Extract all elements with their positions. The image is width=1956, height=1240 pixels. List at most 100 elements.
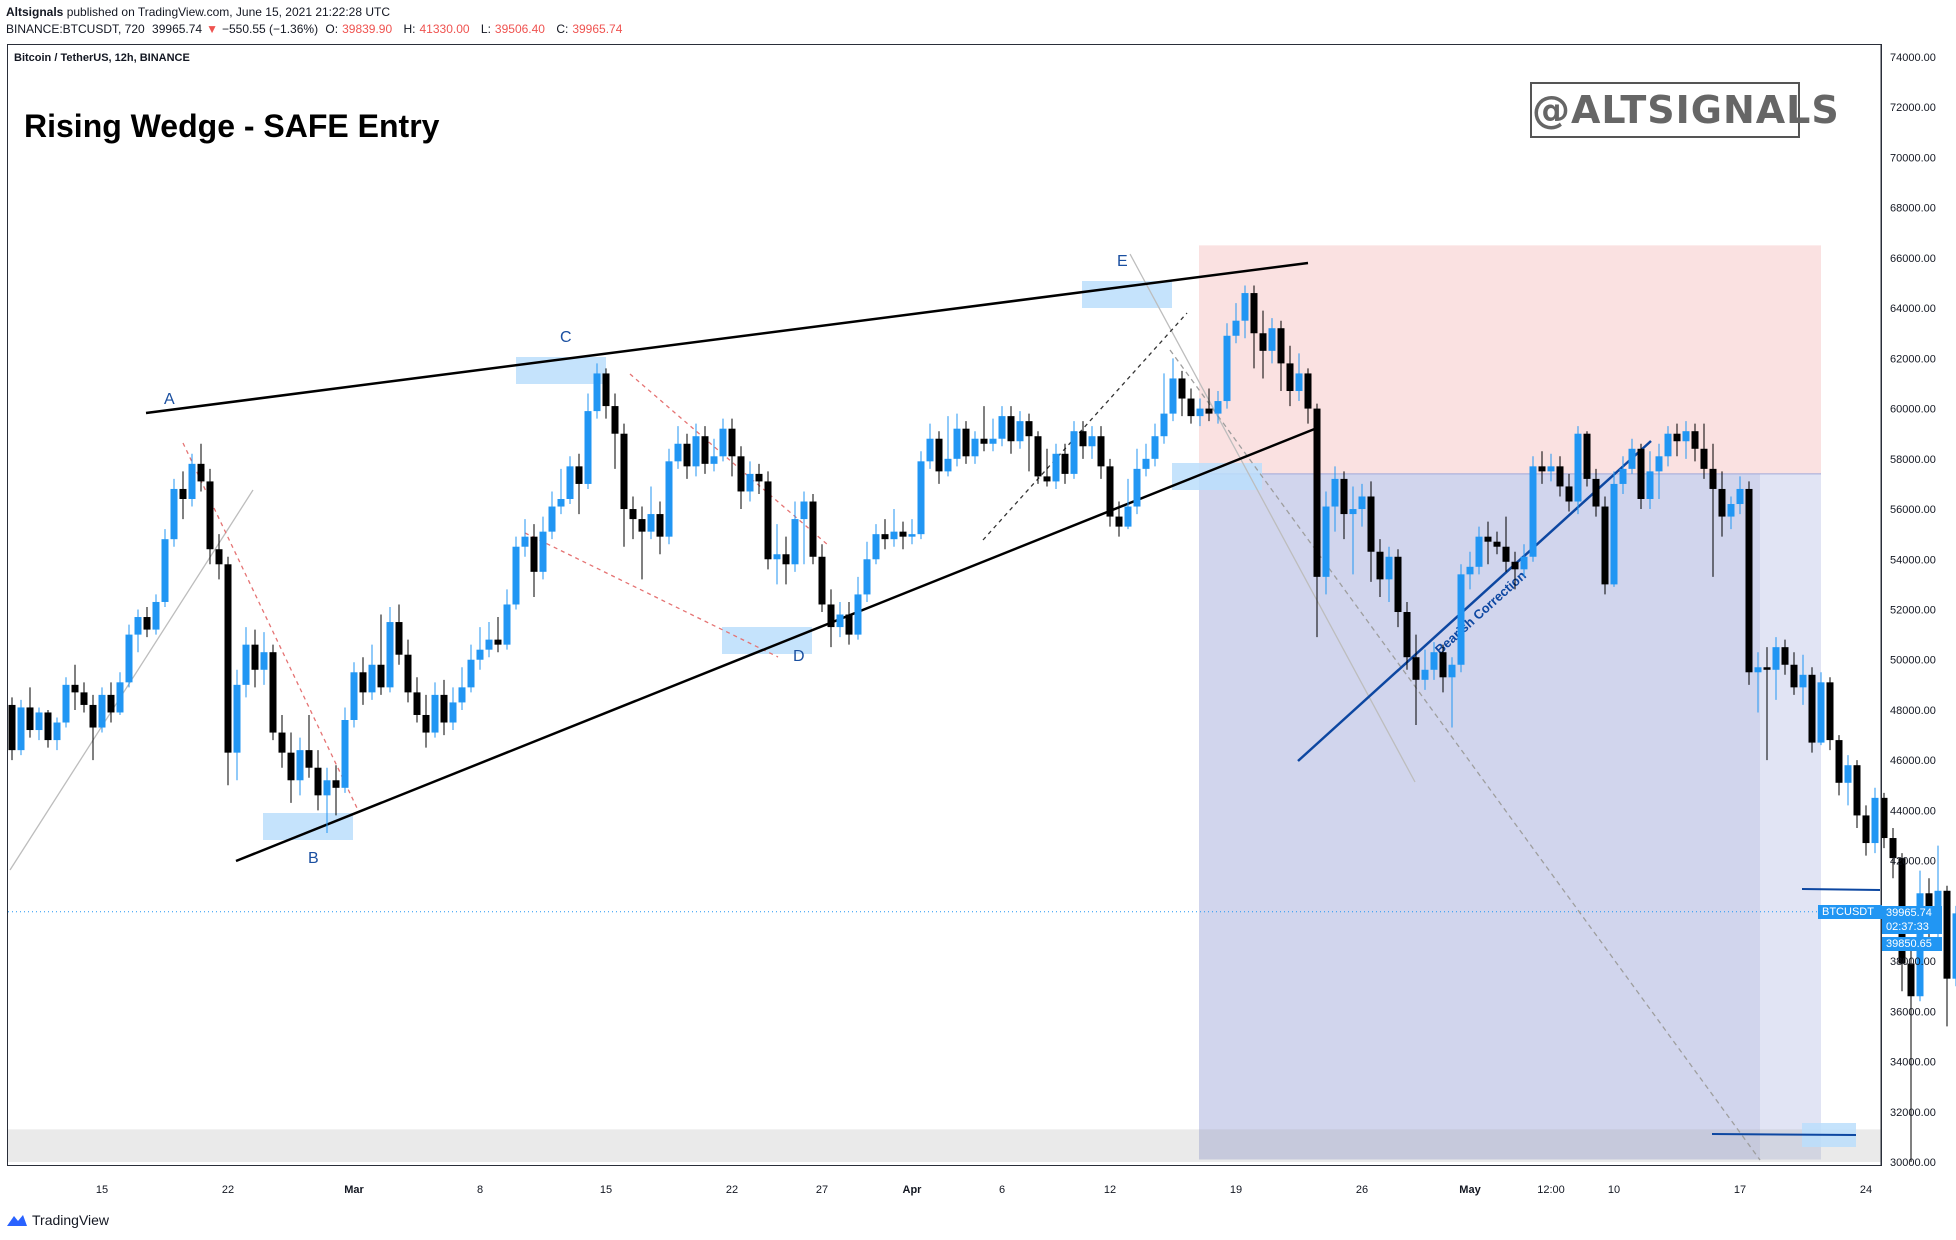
candle-body: [1844, 765, 1852, 783]
time-tick-label: 15: [96, 1184, 108, 1196]
candle-body: [1412, 657, 1420, 680]
candle-body: [170, 488, 178, 540]
candle-body: [1790, 664, 1798, 688]
candle-body: [44, 712, 52, 741]
candle-body: [890, 531, 898, 540]
time-tick-label: 26: [1356, 1184, 1368, 1196]
candle-body: [1682, 431, 1690, 442]
candle-body: [1466, 566, 1474, 575]
candle-body: [935, 438, 943, 472]
candle-body: [71, 684, 79, 693]
tradingview-logo[interactable]: TradingView: [6, 1212, 109, 1228]
time-tick-label: 24: [1860, 1184, 1872, 1196]
candle-body: [1691, 431, 1699, 449]
candle-body: [1106, 466, 1114, 517]
price-tick-label: 34000.00: [1890, 1057, 1936, 1069]
candle-body: [557, 499, 565, 507]
candle-body: [1340, 478, 1348, 515]
candle-body: [1871, 797, 1879, 844]
candle-body: [1808, 674, 1816, 743]
candle-body: [152, 601, 160, 630]
candle-body: [1763, 667, 1771, 670]
candle-body: [404, 654, 412, 693]
candle-body: [341, 720, 349, 788]
candle-body: [953, 428, 961, 459]
trendline-grey-2: [1129, 253, 1416, 783]
candle-body: [575, 466, 583, 484]
ohlc-line: BINANCE:BTCUSDT, 720 39965.74 ▼ −550.55 (−…: [6, 21, 630, 38]
time-tick-label: Apr: [903, 1184, 923, 1196]
candle-body: [1880, 797, 1888, 839]
price-tick-label: 58000.00: [1890, 454, 1936, 466]
candle-body: [134, 617, 142, 635]
second-price-badge: 39850.65: [1882, 937, 1942, 951]
candle-body: [962, 428, 970, 457]
change-value: −550.55 (−1.36%): [222, 22, 319, 36]
candle-body: [188, 463, 196, 499]
candle-body: [881, 534, 889, 540]
tradingview-icon: [7, 1215, 27, 1226]
candle-body: [485, 639, 493, 650]
published-text: published on TradingView.com, June 15, 2…: [66, 5, 391, 19]
candle-body: [1610, 483, 1618, 585]
candle-body: [206, 481, 214, 550]
stop-zone: [1199, 245, 1821, 474]
time-tick-label: 15: [600, 1184, 612, 1196]
candle-body: [1754, 667, 1762, 673]
time-tick-label: 8: [477, 1184, 483, 1196]
candle-body: [1736, 488, 1744, 505]
candle-body: [1547, 466, 1555, 472]
price-tick-label: 46000.00: [1890, 755, 1936, 767]
candle-body: [368, 664, 376, 693]
candle-body: [701, 436, 709, 464]
candle-body: [1439, 652, 1447, 678]
low-value: 39506.40: [494, 22, 545, 36]
candle-body: [1088, 436, 1096, 447]
price-tick-label: 72000.00: [1890, 102, 1936, 114]
chart-header: Altsignals published on TradingView.com,…: [6, 4, 630, 38]
candle-body: [1655, 456, 1663, 472]
candle-body: [224, 564, 232, 753]
candle-body: [548, 506, 556, 532]
candle-body: [260, 652, 268, 670]
candle-body: [1745, 488, 1753, 673]
candle-body: [1646, 471, 1654, 499]
candle-body: [278, 732, 286, 753]
price-tick-label: 50000.00: [1890, 655, 1936, 667]
symbol-badge: BTCUSDT: [1818, 905, 1882, 919]
candle-body: [710, 456, 718, 464]
highlight-box-1: [263, 813, 353, 840]
candle-body: [602, 373, 610, 407]
candle-body: [908, 534, 916, 537]
candle-body: [791, 519, 799, 565]
time-tick-label: May: [1459, 1184, 1481, 1196]
candle-body: [422, 714, 430, 733]
countdown-badge: 02:37:33: [1882, 920, 1942, 934]
publisher-name[interactable]: Altsignals: [6, 5, 64, 19]
candle-body: [1637, 448, 1645, 499]
candle-body: [1934, 890, 1942, 909]
time-tick-label: 12:00: [1537, 1184, 1565, 1196]
candle-body: [1376, 551, 1384, 580]
candle-body: [1520, 556, 1528, 570]
candle-body: [1718, 488, 1726, 517]
wedge-upper-line: [145, 261, 1309, 415]
candle-body: [1214, 401, 1222, 414]
price-tick-label: 74000.00: [1890, 52, 1936, 64]
candle-body: [1583, 433, 1591, 479]
candle-body: [1349, 509, 1357, 515]
price-tick-label: 32000.00: [1890, 1107, 1936, 1119]
price-tick-label: 64000.00: [1890, 303, 1936, 315]
candle-body: [1457, 574, 1465, 665]
candle-body: [1196, 408, 1204, 417]
candle-body: [1322, 506, 1330, 577]
candle-body: [215, 549, 223, 565]
price-tick-label: 68000.00: [1890, 203, 1936, 215]
candle-body: [764, 481, 772, 560]
candle-body: [503, 604, 511, 645]
candle-body: [1124, 506, 1132, 527]
open-label: O:: [325, 22, 339, 36]
candle-body: [296, 750, 304, 781]
candle-body: [1142, 458, 1150, 469]
